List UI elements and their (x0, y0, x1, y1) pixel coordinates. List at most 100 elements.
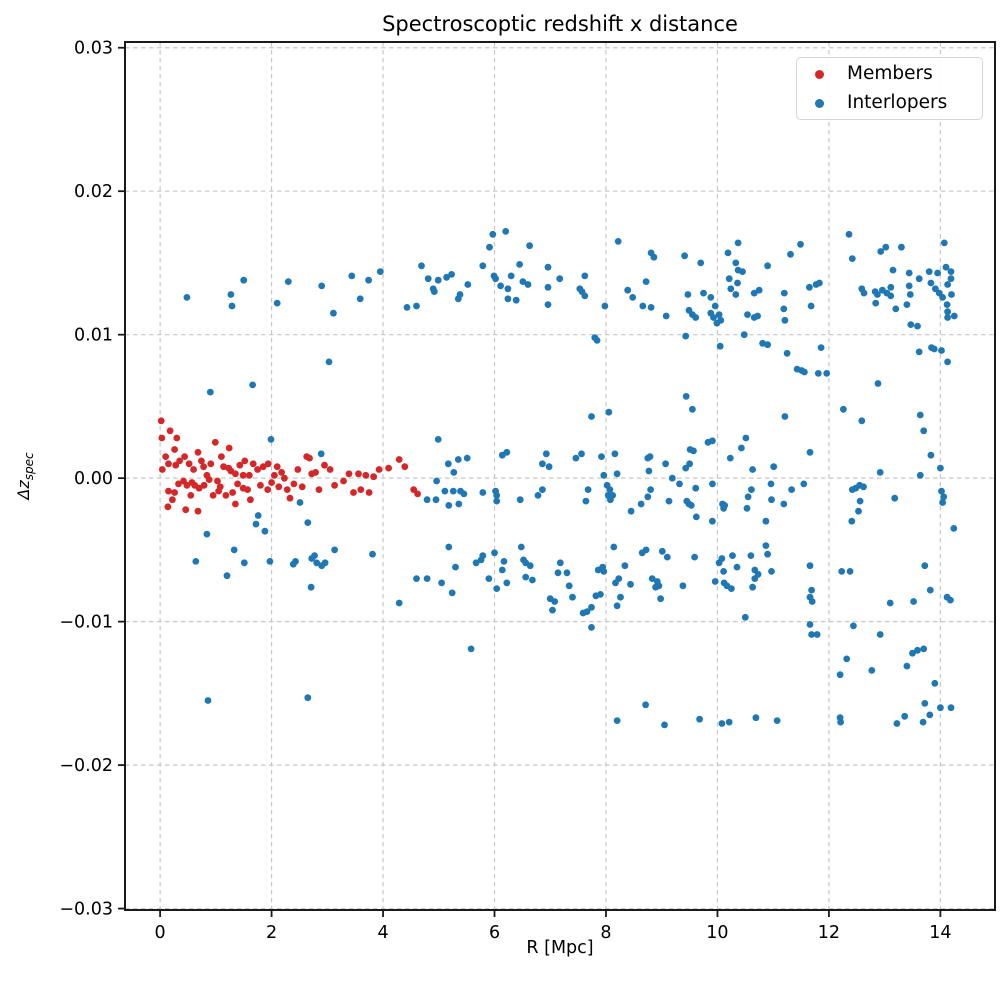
scatter-point-interlopers (489, 230, 497, 238)
scatter-point-interlopers (916, 471, 924, 479)
scatter-point-members (181, 453, 189, 460)
scatter-point-interlopers (588, 603, 595, 611)
legend-item-interlopers: Interlopers (815, 91, 982, 115)
scatter-point-interlopers (709, 437, 716, 445)
scatter-point-interlopers (840, 405, 847, 413)
scatter-point-members (410, 486, 418, 493)
scatter-point-interlopers (581, 292, 589, 300)
scatter-point-interlopers (441, 487, 449, 495)
scatter-point-interlopers (647, 486, 654, 493)
scatter-point-interlopers (647, 304, 655, 311)
x-tick-label: 8 (600, 923, 611, 943)
scatter-point-interlopers (947, 596, 954, 604)
x-tick-label: 6 (489, 923, 500, 943)
scatter-point-members (187, 492, 195, 499)
scatter-point-interlopers (445, 502, 453, 509)
scatter-point-interlopers (724, 249, 732, 257)
scatter-point-members (395, 456, 403, 463)
scatter-point-interlopers (261, 527, 269, 535)
scatter-point-interlopers (369, 550, 376, 558)
scatter-point-interlopers (681, 252, 688, 260)
scatter-point-interlopers (493, 492, 501, 499)
scatter-point-interlopers (454, 456, 462, 463)
scatter-point-members (158, 434, 166, 442)
scatter-point-interlopers (882, 243, 890, 251)
scatter-point-interlopers (716, 342, 724, 350)
scatter-point-interlopers (754, 312, 761, 320)
scatter-point-interlopers (813, 631, 821, 638)
scatter-point-interlopers (423, 496, 431, 504)
scatter-point-interlopers (583, 608, 591, 615)
scatter-point-interlopers (860, 289, 868, 297)
scatter-point-interlopers (814, 370, 822, 377)
scatter-point-interlopers (692, 513, 700, 521)
scatter-point-interlopers (456, 291, 464, 298)
scatter-point-interlopers (661, 721, 668, 729)
scatter-point-members (321, 461, 328, 469)
x-tick-label: 0 (155, 923, 166, 943)
scatter-point-interlopers (549, 606, 556, 614)
scatter-point-interlopers (947, 704, 955, 712)
scatter-point-interlopers (910, 598, 917, 605)
scatter-point-interlopers (544, 301, 552, 308)
scatter-point-interlopers (600, 471, 608, 479)
scatter-point-members (229, 489, 237, 496)
scatter-point-interlopers (909, 649, 916, 657)
legend-label-interlopers: Interlopers (847, 92, 948, 113)
scatter-point-interlopers (903, 662, 911, 670)
scatter-point-interlopers (744, 493, 752, 501)
scatter-point-interlopers (433, 477, 440, 485)
scatter-point-interlopers (644, 454, 652, 462)
scatter-point-interlopers (502, 228, 510, 235)
scatter-point-interlopers (318, 282, 326, 290)
scatter-point-interlopers (485, 575, 493, 582)
scatter-point-members (355, 470, 362, 478)
scatter-point-interlopers (942, 263, 950, 271)
scatter-point-interlopers (645, 467, 653, 475)
scatter-point-interlopers (665, 497, 673, 505)
scatter-point-interlopers (850, 622, 857, 630)
scatter-point-members (414, 490, 421, 498)
scatter-point-interlopers (783, 349, 791, 357)
scatter-point-interlopers (808, 586, 815, 594)
scatter-point-interlopers (662, 460, 669, 468)
scatter-point-interlopers (921, 700, 929, 707)
scatter-point-members (162, 453, 170, 460)
scatter-point-members (245, 471, 253, 479)
x-tick-label: 12 (818, 923, 840, 943)
scatter-point-members (175, 480, 182, 488)
scatter-point-interlopers (491, 549, 498, 557)
scatter-point-members (173, 434, 181, 442)
scatter-point-interlopers (317, 450, 325, 458)
scatter-point-interlopers (526, 242, 533, 250)
scatter-point-members (234, 480, 242, 488)
scatter-point-interlopers (947, 268, 955, 275)
scatter-point-interlopers (877, 248, 885, 255)
scatter-point-interlopers (747, 552, 755, 559)
y-tick-label: −0.02 (59, 756, 113, 776)
scatter-point-interlopers (452, 563, 459, 571)
scatter-point-members (164, 503, 172, 511)
scatter-point-interlopers (598, 453, 605, 460)
scatter-point-members (166, 427, 174, 435)
scatter-point-members (169, 496, 176, 504)
scatter-point-interlopers (919, 718, 927, 726)
scatter-point-interlopers (729, 552, 736, 559)
scatter-point-interlopers (692, 314, 700, 321)
scatter-point-interlopers (780, 289, 788, 297)
scatter-point-interlopers (365, 276, 372, 284)
scatter-point-interlopers (307, 583, 315, 591)
scatter-point-interlopers (806, 562, 814, 570)
scatter-point-interlopers (787, 250, 794, 258)
scatter-point-interlopers (679, 582, 687, 590)
scatter-point-interlopers (713, 319, 721, 327)
scatter-point-interlopers (739, 268, 746, 275)
scatter-point-interlopers (606, 486, 614, 493)
scatter-point-interlopers (709, 517, 716, 525)
scatter-point-interlopers (325, 358, 333, 366)
scatter-point-members (241, 457, 249, 465)
scatter-point-interlopers (613, 602, 621, 610)
scatter-point-interlopers (430, 288, 438, 295)
scatter-point-members (158, 466, 166, 473)
